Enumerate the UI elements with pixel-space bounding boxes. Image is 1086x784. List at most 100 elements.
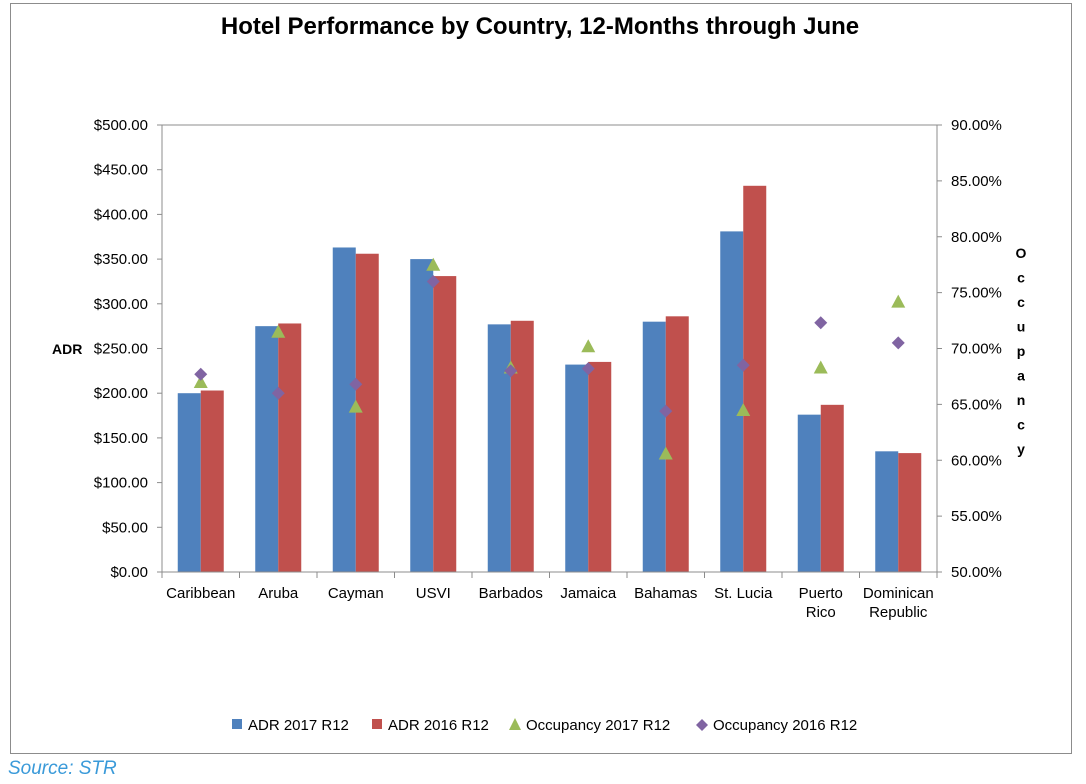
x-tick-label: Barbados	[479, 585, 543, 602]
y-axis-left: $0.00 $50.00 $100.00 $150.00 $200.00 $250.00 $…	[94, 117, 163, 581]
y2-axis-label-letter: c	[1017, 294, 1025, 310]
y-tick-label: $200.00	[94, 385, 148, 402]
marker-occupancy-2017	[193, 375, 208, 389]
y2-axis-label-letter: a	[1017, 368, 1025, 384]
marker-occupancy-2017	[891, 294, 906, 308]
y-tick-label: $50.00	[102, 519, 148, 536]
bar	[565, 364, 589, 572]
bar	[642, 321, 666, 572]
marker-occupancy-2016	[659, 404, 673, 418]
marker-occupancy-2016	[271, 386, 285, 400]
bar	[898, 453, 922, 572]
y-tick-label: $100.00	[94, 475, 148, 492]
y-tick-label: $300.00	[94, 296, 148, 313]
legend-swatch	[696, 719, 708, 731]
y2-tick-label: 70.00%	[951, 341, 1002, 358]
y2-tick-label: 75.00%	[951, 285, 1002, 302]
legend-swatch	[372, 719, 382, 729]
markers	[193, 257, 906, 460]
y-tick-label: $0.00	[110, 564, 148, 581]
bar	[278, 323, 302, 572]
source-note: Source: STR	[8, 758, 117, 779]
y-axis-label: ADR	[52, 341, 82, 357]
x-tick-label: Puerto	[799, 585, 843, 602]
marker-occupancy-2017	[813, 360, 828, 374]
x-tick-label: Jamaica	[560, 585, 617, 602]
x-tick-label: Dominican	[863, 585, 934, 602]
bar	[410, 259, 434, 572]
bar	[332, 247, 356, 572]
marker-occupancy-2016	[814, 316, 828, 330]
marker-occupancy-2016	[736, 358, 750, 372]
y2-axis-label-letter: n	[1017, 392, 1026, 408]
y2-axis-label-letter: u	[1017, 319, 1026, 335]
bar	[255, 326, 279, 572]
y-tick-label: $250.00	[94, 341, 148, 358]
marker-occupancy-2016	[891, 336, 905, 350]
x-tick-label: Rico	[806, 604, 836, 621]
y-tick-label: $450.00	[94, 162, 148, 179]
y-tick-label: $350.00	[94, 251, 148, 268]
legend-swatch	[509, 718, 521, 730]
y2-axis-label-letter: O	[1016, 245, 1027, 261]
bar	[355, 253, 379, 572]
bar	[875, 451, 899, 572]
y2-tick-label: 60.00%	[951, 452, 1002, 469]
legend-label: ADR 2017 R12	[248, 717, 349, 734]
x-tick-label: Bahamas	[634, 585, 697, 602]
x-tick-label: Caribbean	[166, 585, 235, 602]
x-tick-label: Republic	[869, 604, 928, 621]
y2-axis-label-letter: p	[1017, 343, 1026, 359]
y-tick-label: $150.00	[94, 430, 148, 447]
y2-axis-label-letter: y	[1017, 441, 1025, 457]
marker-occupancy-2016	[504, 364, 518, 378]
marker-occupancy-2016	[349, 377, 363, 391]
y2-tick-label: 50.00%	[951, 564, 1002, 581]
bar	[510, 320, 534, 572]
y-tick-label: $400.00	[94, 206, 148, 223]
bar	[720, 231, 744, 573]
legend-label: ADR 2016 R12	[388, 717, 489, 734]
y2-tick-label: 80.00%	[951, 229, 1002, 246]
y2-tick-label: 85.00%	[951, 173, 1002, 190]
x-tick-label: Aruba	[258, 585, 299, 602]
y2-axis-label-letter: c	[1017, 270, 1025, 286]
marker-occupancy-2017	[426, 257, 441, 271]
marker-occupancy-2017	[736, 402, 751, 416]
x-axis: Caribbean Aruba Cayman USVI Barbados Jamaica B…	[161, 571, 938, 621]
bar	[200, 390, 224, 572]
legend: ADR 2017 R12 ADR 2016 R12 Occupancy 2017 R…	[232, 717, 857, 734]
marker-occupancy-2016	[426, 274, 440, 288]
chart-title: Hotel Performance by Country, 12-Months …	[221, 13, 859, 40]
marker-occupancy-2017	[348, 399, 363, 413]
bar	[743, 185, 767, 573]
bar	[588, 361, 612, 572]
y2-tick-label: 65.00%	[951, 396, 1002, 413]
y2-axis-label: Occupancy	[1016, 245, 1027, 457]
x-tick-label: Cayman	[328, 585, 384, 602]
legend-swatch	[232, 719, 242, 729]
y-axis-right: 50.00% 55.00% 60.00% 65.00% 70.00% 75.00% 80.0…	[936, 117, 1002, 581]
marker-occupancy-2017	[271, 324, 286, 338]
legend-label: Occupancy 2017 R12	[526, 717, 670, 734]
y2-axis-label-letter: c	[1017, 417, 1025, 433]
bar	[433, 276, 457, 572]
bar	[665, 316, 689, 572]
legend-label: Occupancy 2016 R12	[713, 717, 857, 734]
bar	[177, 393, 201, 572]
y2-tick-label: 90.00%	[951, 117, 1002, 134]
y-tick-label: $500.00	[94, 117, 148, 134]
marker-occupancy-2017	[581, 339, 596, 353]
bar	[820, 404, 844, 572]
x-tick-label: St. Lucia	[714, 585, 773, 602]
y2-tick-label: 55.00%	[951, 508, 1002, 525]
marker-occupancy-2016	[581, 362, 595, 376]
bar	[797, 414, 821, 572]
chart-frame	[10, 3, 1072, 754]
x-tick-label: USVI	[416, 585, 451, 602]
bars	[177, 185, 922, 573]
marker-occupancy-2016	[194, 367, 208, 381]
bar	[487, 324, 511, 572]
marker-occupancy-2017	[658, 446, 673, 460]
